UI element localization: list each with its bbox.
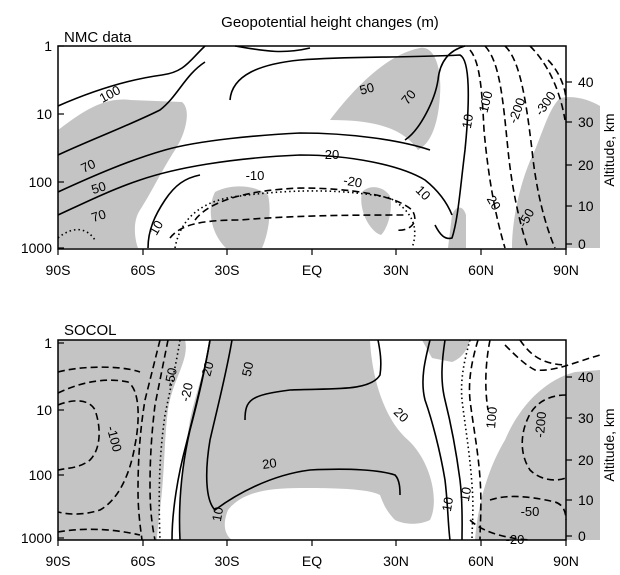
- altitude-axis-label: Altitude, km: [601, 113, 617, 186]
- chart-title: Geopotential height changes (m): [221, 14, 439, 31]
- panel-label-socol: SOCOL: [64, 322, 117, 339]
- contour-label: 50: [89, 178, 107, 197]
- contour-labels-socol: -50 -20 20 50 -100 20 10 20 10 10 100 -2…: [104, 360, 549, 547]
- x-tick-label: 90N: [553, 553, 579, 569]
- contour-label: 70: [78, 156, 97, 176]
- y-axis-left-nmc: 1 10 100 1000: [21, 38, 64, 256]
- contour-label: 20: [325, 147, 339, 162]
- contour-label: 20: [199, 360, 217, 378]
- x-axis-socol: 90S 60S 30S EQ 30N 60N 90N: [46, 540, 579, 569]
- contour-label: -100: [104, 424, 125, 453]
- x-tick-label: 90N: [553, 262, 579, 278]
- contours-dotted-socol: [158, 339, 474, 541]
- contour-label: 20: [261, 455, 277, 472]
- y-tick-label: 10: [36, 106, 52, 122]
- contour-label: 70: [89, 206, 107, 225]
- y-tick-label: 10: [36, 402, 52, 418]
- altitude-tick-label: 40: [578, 369, 594, 385]
- x-tick-label: 30N: [383, 553, 409, 569]
- x-tick-label: 60N: [468, 262, 494, 278]
- shading-nmc: [58, 47, 600, 249]
- contour-label: 20: [484, 193, 504, 213]
- y-axis-left-socol: 1 10 100 1000: [21, 335, 64, 546]
- y-tick-label: 1: [44, 335, 52, 351]
- contours-solid-nmc: [57, 45, 470, 249]
- contour-label: 20: [391, 404, 412, 425]
- altitude-axis-label: Altitude, km: [601, 408, 617, 481]
- panel-label-nmc: NMC data: [64, 29, 132, 46]
- y-tick-label: 100: [29, 174, 53, 190]
- x-tick-label: 90S: [46, 553, 71, 569]
- y-tick-label: 1: [44, 38, 52, 54]
- altitude-tick-label: 0: [578, 528, 586, 544]
- altitude-tick-label: 0: [578, 236, 586, 252]
- contour-label: -50: [161, 366, 180, 388]
- contour-label: 10: [439, 496, 456, 513]
- contour-label: 10: [209, 506, 226, 523]
- y-tick-label: 100: [29, 467, 53, 483]
- contour-label: -20: [506, 532, 525, 547]
- x-tick-label: 60S: [131, 553, 156, 569]
- x-tick-label: EQ: [302, 262, 322, 278]
- contour-label: -10: [246, 168, 265, 183]
- x-tick-label: EQ: [302, 553, 322, 569]
- contours-dashed-nmc: [169, 45, 567, 249]
- contour-label: -20: [177, 381, 196, 403]
- y-axis-right-socol: 40 30 20 10 0 Altitude, km: [566, 369, 617, 544]
- contour-label: 10: [457, 486, 474, 503]
- y-tick-label: 1000: [21, 530, 52, 546]
- x-tick-label: 90S: [46, 262, 71, 278]
- altitude-tick-label: 40: [578, 74, 594, 90]
- panel-nmc: 100 70 50 70 20 10 -10 -20 10 50 70 100 …: [21, 29, 617, 278]
- y-tick-label: 1000: [21, 240, 52, 256]
- contour-labels-nmc: 100 70 50 70 20 10 -10 -20 10 50 70 100 …: [78, 80, 559, 238]
- contour-label: -200: [505, 96, 528, 126]
- x-tick-label: 30N: [383, 262, 409, 278]
- contour-label: 50: [358, 80, 376, 98]
- contour-label: 100: [476, 89, 496, 114]
- x-tick-label: 30S: [215, 553, 240, 569]
- altitude-tick-label: 30: [578, 114, 594, 130]
- altitude-tick-label: 10: [578, 492, 594, 508]
- x-tick-label: 30S: [215, 262, 240, 278]
- contour-label: -50: [521, 504, 540, 519]
- contour-label: 50: [239, 360, 257, 377]
- contour-label: 10: [459, 113, 476, 130]
- altitude-tick-label: 20: [578, 452, 594, 468]
- panel-socol: -50 -20 20 50 -100 20 10 20 10 10 100 -2…: [21, 322, 617, 569]
- contours-solid-socol: [171, 339, 463, 541]
- contour-label: -20: [342, 173, 363, 191]
- altitude-tick-label: 10: [578, 198, 594, 214]
- x-axis-nmc: 90S 60S 30S EQ 30N 60N 90N: [46, 249, 579, 278]
- y-axis-right-nmc: 40 30 20 10 0 Altitude, km: [566, 74, 617, 252]
- x-tick-label: 60N: [468, 553, 494, 569]
- altitude-tick-label: 20: [578, 157, 594, 173]
- contour-label: -200: [532, 411, 549, 438]
- contour-label: 10: [146, 218, 166, 238]
- contours-dashed-socol: [57, 339, 601, 541]
- contour-label: 100: [483, 406, 500, 429]
- altitude-tick-label: 30: [578, 410, 594, 426]
- contours-dotted-nmc: [57, 190, 416, 249]
- x-tick-label: 60S: [131, 262, 156, 278]
